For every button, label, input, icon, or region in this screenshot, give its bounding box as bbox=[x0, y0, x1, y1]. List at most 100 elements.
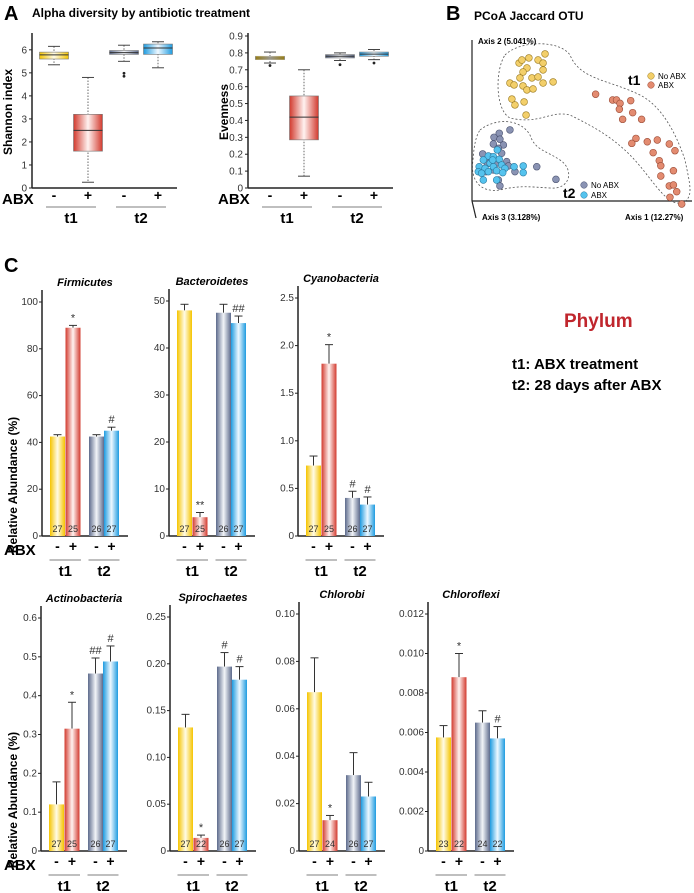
pcoa-point bbox=[552, 175, 560, 184]
group-label-t2: t2 bbox=[224, 563, 237, 580]
significance-label: * bbox=[327, 332, 332, 344]
abx-minus: - bbox=[311, 538, 316, 554]
bar-group-2: 26 bbox=[89, 434, 104, 536]
y-tick-label: 20 bbox=[154, 437, 166, 448]
sample-count: 27 bbox=[233, 524, 243, 534]
group-label-t1: t1 bbox=[445, 878, 458, 893]
y-axis-label-bottom: Relative Abundance (%) bbox=[6, 732, 20, 868]
pcoa-point bbox=[477, 169, 486, 177]
sample-count: 22 bbox=[196, 839, 206, 849]
pcoa-point bbox=[539, 59, 547, 67]
significance-label: # bbox=[364, 484, 371, 496]
y-tick-label: 0.2 bbox=[229, 150, 243, 161]
bar-group-0: 27 bbox=[177, 303, 192, 536]
outlier-point bbox=[122, 71, 126, 75]
bar bbox=[231, 323, 246, 536]
pcoa-point bbox=[615, 105, 624, 113]
pcoa-point bbox=[529, 85, 537, 93]
chart-title: Chloroflexi bbox=[442, 589, 500, 601]
chart-title: Cyanobacteria bbox=[303, 273, 379, 285]
sample-count: 26 bbox=[348, 839, 358, 849]
bar bbox=[360, 504, 375, 536]
pcoa-point bbox=[628, 108, 637, 117]
note-t1: t1: ABX treatment bbox=[512, 356, 638, 373]
abx-minus: - bbox=[93, 853, 98, 869]
panel-label-c: C bbox=[4, 255, 18, 277]
bar bbox=[322, 820, 338, 851]
outlier-point bbox=[268, 64, 272, 67]
group-label-t1: t1 bbox=[315, 563, 328, 580]
bar-group-3: 27 ## bbox=[231, 303, 246, 536]
phylum-heading: Phylum bbox=[564, 311, 633, 332]
y-tick-label: 1.5 bbox=[280, 388, 294, 399]
pcoa-point bbox=[519, 168, 527, 177]
abx-plus: + bbox=[370, 187, 378, 203]
abx-minus: - bbox=[441, 853, 446, 869]
pcoa-point bbox=[496, 182, 504, 190]
bar bbox=[475, 722, 490, 851]
significance-label: * bbox=[70, 689, 75, 701]
sample-count: 27 bbox=[309, 839, 319, 849]
pcoa-point bbox=[489, 140, 498, 148]
abx-plus: + bbox=[154, 187, 162, 203]
bar-group-1: 24 * bbox=[322, 802, 338, 851]
bar-group-3: 27 # bbox=[232, 654, 247, 851]
bar-group-3: 22 # bbox=[490, 714, 505, 851]
sample-count: 25 bbox=[324, 524, 334, 534]
significance-label: * bbox=[328, 802, 333, 814]
boxplot-evenness: 0 0.1 0.2 0.3 0.4 0.5 0.6 0.7 0.8 0.9 Evenness ABX -… bbox=[217, 32, 393, 227]
sample-count: 26 bbox=[218, 524, 228, 534]
sample-count: 27 bbox=[105, 839, 115, 849]
abx-plus: + bbox=[363, 538, 371, 554]
pcoa-point bbox=[522, 111, 530, 119]
y-axis-label: Evenness bbox=[217, 84, 231, 140]
sample-count: 24 bbox=[325, 839, 335, 849]
y-tick-label: 60 bbox=[27, 391, 39, 402]
abx-minus: - bbox=[222, 853, 227, 869]
panel-b-title: PCoA Jaccard OTU bbox=[474, 9, 584, 23]
outlier-point bbox=[122, 74, 126, 78]
pcoa-point bbox=[534, 73, 542, 81]
y-tick-label: 0 bbox=[289, 846, 295, 857]
bar-group-2: 26 # bbox=[217, 640, 232, 851]
box-3 bbox=[359, 49, 389, 65]
chart-title: Bacteroidetes bbox=[176, 276, 249, 288]
abx-minus: - bbox=[182, 538, 187, 554]
pcoa-point bbox=[496, 135, 504, 143]
pcoa-point bbox=[678, 200, 686, 208]
bar bbox=[451, 677, 467, 851]
bar bbox=[49, 804, 64, 851]
pcoa-point bbox=[528, 74, 536, 82]
abx-minus: - bbox=[54, 853, 59, 869]
legend-t2: t2 bbox=[563, 185, 576, 201]
y-tick-label: 0.6 bbox=[23, 613, 37, 624]
abx-plus: + bbox=[196, 538, 204, 554]
y-tick-label: 0.10 bbox=[276, 609, 296, 620]
bar-group-1: 25 * bbox=[65, 312, 81, 536]
abx-plus: + bbox=[364, 853, 372, 869]
group-label-t2: t2 bbox=[96, 878, 109, 893]
abx-plus: + bbox=[84, 187, 92, 203]
y-tick-label: 0.3 bbox=[229, 133, 243, 144]
group-label-t2: t2 bbox=[354, 878, 367, 893]
box-2 bbox=[109, 44, 139, 78]
box bbox=[289, 95, 319, 141]
abx-minus: - bbox=[221, 538, 226, 554]
significance-label: # bbox=[349, 478, 356, 490]
sample-count: 27 bbox=[179, 524, 189, 534]
y-tick-label: 0.5 bbox=[229, 99, 243, 110]
pcoa-point bbox=[632, 134, 640, 143]
y-tick-label: 2.0 bbox=[280, 341, 294, 352]
outlier-point bbox=[338, 63, 342, 67]
y-tick-label: 0.08 bbox=[276, 656, 296, 667]
pcoa-point bbox=[479, 176, 488, 184]
significance-label: # bbox=[236, 654, 243, 666]
y-tick-label: 1.0 bbox=[280, 436, 294, 447]
sample-count: 27 bbox=[106, 524, 116, 534]
bar-group-0: 27 bbox=[306, 455, 321, 536]
y-tick-label: 0.7 bbox=[229, 65, 243, 76]
bar-group-1: 22 * bbox=[193, 822, 209, 851]
y-axis-label-top: Relative Abundance (%) bbox=[6, 417, 20, 553]
group-label-t1: t1 bbox=[186, 563, 199, 580]
y-tick-label: 0.4 bbox=[23, 691, 37, 702]
